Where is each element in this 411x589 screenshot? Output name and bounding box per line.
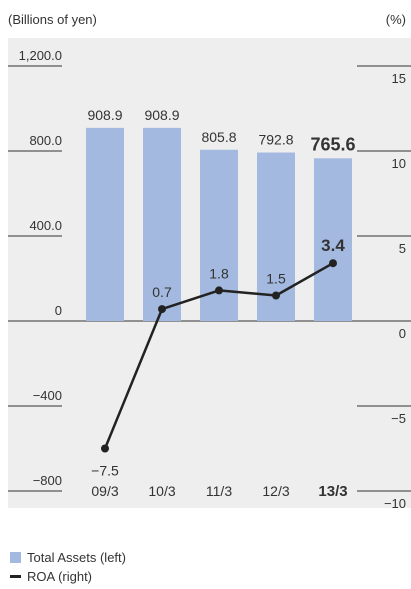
legend-item-roa: ROA (right) <box>10 567 126 586</box>
right-axis-unit-label: (%) <box>386 12 406 27</box>
legend-label-total-assets: Total Assets (left) <box>27 550 126 565</box>
roa-point <box>101 444 109 453</box>
right-tick-label: 0 <box>399 326 406 341</box>
chart: (Billions of yen) (%) 1,200.0 800.0 400.0 0… <box>8 12 411 511</box>
bar-value-label: 908.9 <box>144 107 179 123</box>
bar-total-assets <box>314 158 352 321</box>
category-label: 10/3 <box>148 483 175 499</box>
roa-value-label: 1.5 <box>266 271 286 287</box>
right-tick-label: −10 <box>384 496 406 511</box>
roa-point <box>272 291 280 300</box>
bar-value-label: 765.6 <box>310 134 355 154</box>
left-tick-label: 400.0 <box>29 218 62 233</box>
legend-swatch-line <box>10 575 21 578</box>
roa-point <box>329 259 337 268</box>
right-tick-label: −5 <box>391 411 406 426</box>
right-tick-label: 10 <box>392 156 406 171</box>
legend: Total Assets (left) ROA (right) <box>10 548 126 586</box>
category-label: 13/3 <box>318 483 347 500</box>
left-tick-label: 800.0 <box>29 133 62 148</box>
right-tick-label: 15 <box>392 71 406 86</box>
legend-item-total-assets: Total Assets (left) <box>10 548 126 567</box>
category-label: 11/3 <box>206 483 232 499</box>
bar-total-assets <box>143 127 181 321</box>
roa-point <box>215 286 223 295</box>
roa-point <box>158 305 166 314</box>
legend-label-roa: ROA (right) <box>27 569 93 584</box>
roa-value-label: 0.7 <box>152 284 172 300</box>
left-tick-label: 1,200.0 <box>19 48 62 63</box>
legend-swatch-bar <box>10 552 21 563</box>
right-tick-label: 5 <box>399 241 406 256</box>
roa-value-label: 1.8 <box>209 265 229 281</box>
left-tick-label: −800 <box>33 473 62 488</box>
bar-total-assets <box>86 127 124 321</box>
roa-value-label: 3.4 <box>321 236 345 255</box>
left-tick-label: 0 <box>55 303 62 318</box>
left-axis-unit-label: (Billions of yen) <box>8 12 97 27</box>
category-label: 12/3 <box>262 483 289 499</box>
left-tick-label: −400 <box>33 388 62 403</box>
bar-value-label: 805.8 <box>201 129 236 145</box>
bar-value-label: 908.9 <box>87 107 122 123</box>
bar-value-label: 792.8 <box>258 132 293 148</box>
roa-value-label: −7.5 <box>91 463 119 479</box>
category-label: 09/3 <box>91 483 118 499</box>
